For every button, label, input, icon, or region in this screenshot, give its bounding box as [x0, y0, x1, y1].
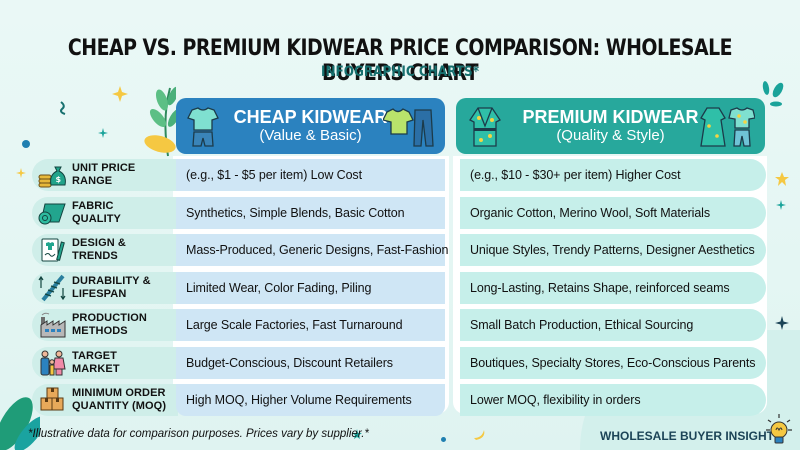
premium-header-title: PREMIUM KIDWEAR: [522, 106, 699, 127]
row-label-design-trends: DESIGN & TRENDS: [32, 234, 178, 266]
premium-kidwear-header: PREMIUM KIDWEAR (Quality & Style): [456, 98, 765, 154]
row-label-unit-price: $ UNIT PRICE RANGE: [32, 159, 178, 191]
cheap-cell-moq: High MOQ, Higher Volume Requirements: [176, 384, 445, 416]
cheap-header-title: CHEAP KIDWEAR: [233, 106, 388, 127]
leaf-icon: [0, 397, 40, 450]
cheap-cell-target-market: Budget-Conscious, Discount Retailers: [176, 347, 445, 379]
cheap-cell-unit-price: (e.g., $1 - $5 per item) Low Cost: [176, 159, 445, 191]
row-label-durability: DURABILITY & LIFESPAN: [32, 272, 178, 304]
dot-decoration: [22, 140, 30, 148]
footnote: *Illustrative data for comparison purpos…: [28, 428, 369, 440]
splash-icon: [762, 81, 784, 107]
row-label-text: DESIGN & TRENDS: [72, 237, 126, 262]
factory-icon: [32, 309, 72, 341]
moon-icon: [474, 430, 485, 440]
squiggle-icon: [60, 101, 66, 115]
patterned-robe-icon: [469, 107, 501, 147]
row-label-moq: MINIMUM ORDER QUANTITY (MOQ): [32, 384, 178, 416]
svg-text:$: $: [56, 175, 62, 184]
page-title: CHEAP VS. PREMIUM KIDWEAR PRICE COMPARIS…: [67, 36, 733, 86]
family-icon: [32, 347, 72, 379]
cheap-kidwear-header: CHEAP KIDWEAR (Value & Basic): [176, 98, 445, 154]
sparkle-icon: [112, 86, 128, 102]
stitched-seam-arrows-icon: [32, 272, 72, 304]
row-label-text: FABRIC QUALITY: [72, 200, 121, 225]
row-label-fabric-quality: FABRIC QUALITY: [32, 197, 178, 229]
sparkle-icon: [16, 168, 26, 178]
premium-cell-design-trends: Unique Styles, Trendy Patterns, Designer…: [460, 234, 766, 266]
tshirt-shorts-icon: [187, 107, 219, 147]
sparkle-icon: [776, 200, 786, 210]
sparkle-icon: [98, 128, 108, 138]
premium-cell-fabric-quality: Organic Cotton, Merino Wool, Soft Materi…: [460, 197, 766, 229]
money-bag-coins-icon: $: [32, 159, 72, 191]
tshirt-pants-icon: [383, 108, 434, 147]
lightbulb-icon: [766, 414, 792, 444]
premium-cell-durability: Long-Lasting, Retains Shape, reinforced …: [460, 272, 766, 304]
fabric-roll-icon: [32, 197, 72, 229]
row-label-production-methods: PRODUCTION METHODS: [32, 309, 178, 341]
cheap-cell-durability: Limited Wear, Color Fading, Piling: [176, 272, 445, 304]
premium-header-subtitle: (Quality & Style): [556, 126, 665, 144]
stacked-boxes-icon: [32, 384, 72, 416]
row-label-text: UNIT PRICE RANGE: [72, 162, 136, 187]
premium-cell-target-market: Boutiques, Specialty Stores, Eco-Conscio…: [460, 347, 766, 379]
patterned-dress-outfit-icon: [700, 107, 755, 147]
sparkle-icon: [775, 316, 789, 330]
premium-cell-moq: Lower MOQ, flexibility in orders: [460, 384, 766, 416]
cheap-cell-design-trends: Mass-Produced, Generic Designs, Fast-Fas…: [176, 234, 448, 266]
premium-cell-production-methods: Small Batch Production, Ethical Sourcing: [460, 309, 766, 341]
row-label-text: MINIMUM ORDER QUANTITY (MOQ): [72, 387, 167, 412]
row-label-text: PRODUCTION METHODS: [72, 312, 147, 337]
page-subtitle: INFOGRAPHIC CHARTS*: [320, 64, 480, 80]
brand-label: WHOLESALE BUYER INSIGHTS: [600, 429, 783, 443]
row-label-text: TARGET MARKET: [72, 350, 120, 375]
sketchbook-pencil-icon: [32, 234, 72, 266]
cheap-cell-production-methods: Large Scale Factories, Fast Turnaround: [176, 309, 445, 341]
row-label-target-market: TARGET MARKET: [32, 347, 178, 379]
cheap-cell-fabric-quality: Synthetics, Simple Blends, Basic Cotton: [176, 197, 445, 229]
cheap-header-subtitle: (Value & Basic): [259, 126, 362, 144]
premium-cell-unit-price: (e.g., $10 - $30+ per item) Higher Cost: [460, 159, 766, 191]
dot-decoration: [441, 437, 446, 442]
star-icon: [352, 429, 362, 439]
star-icon: [775, 172, 789, 186]
row-label-text: DURABILITY & LIFESPAN: [72, 275, 151, 300]
leaf-branch-icon: [144, 86, 176, 157]
